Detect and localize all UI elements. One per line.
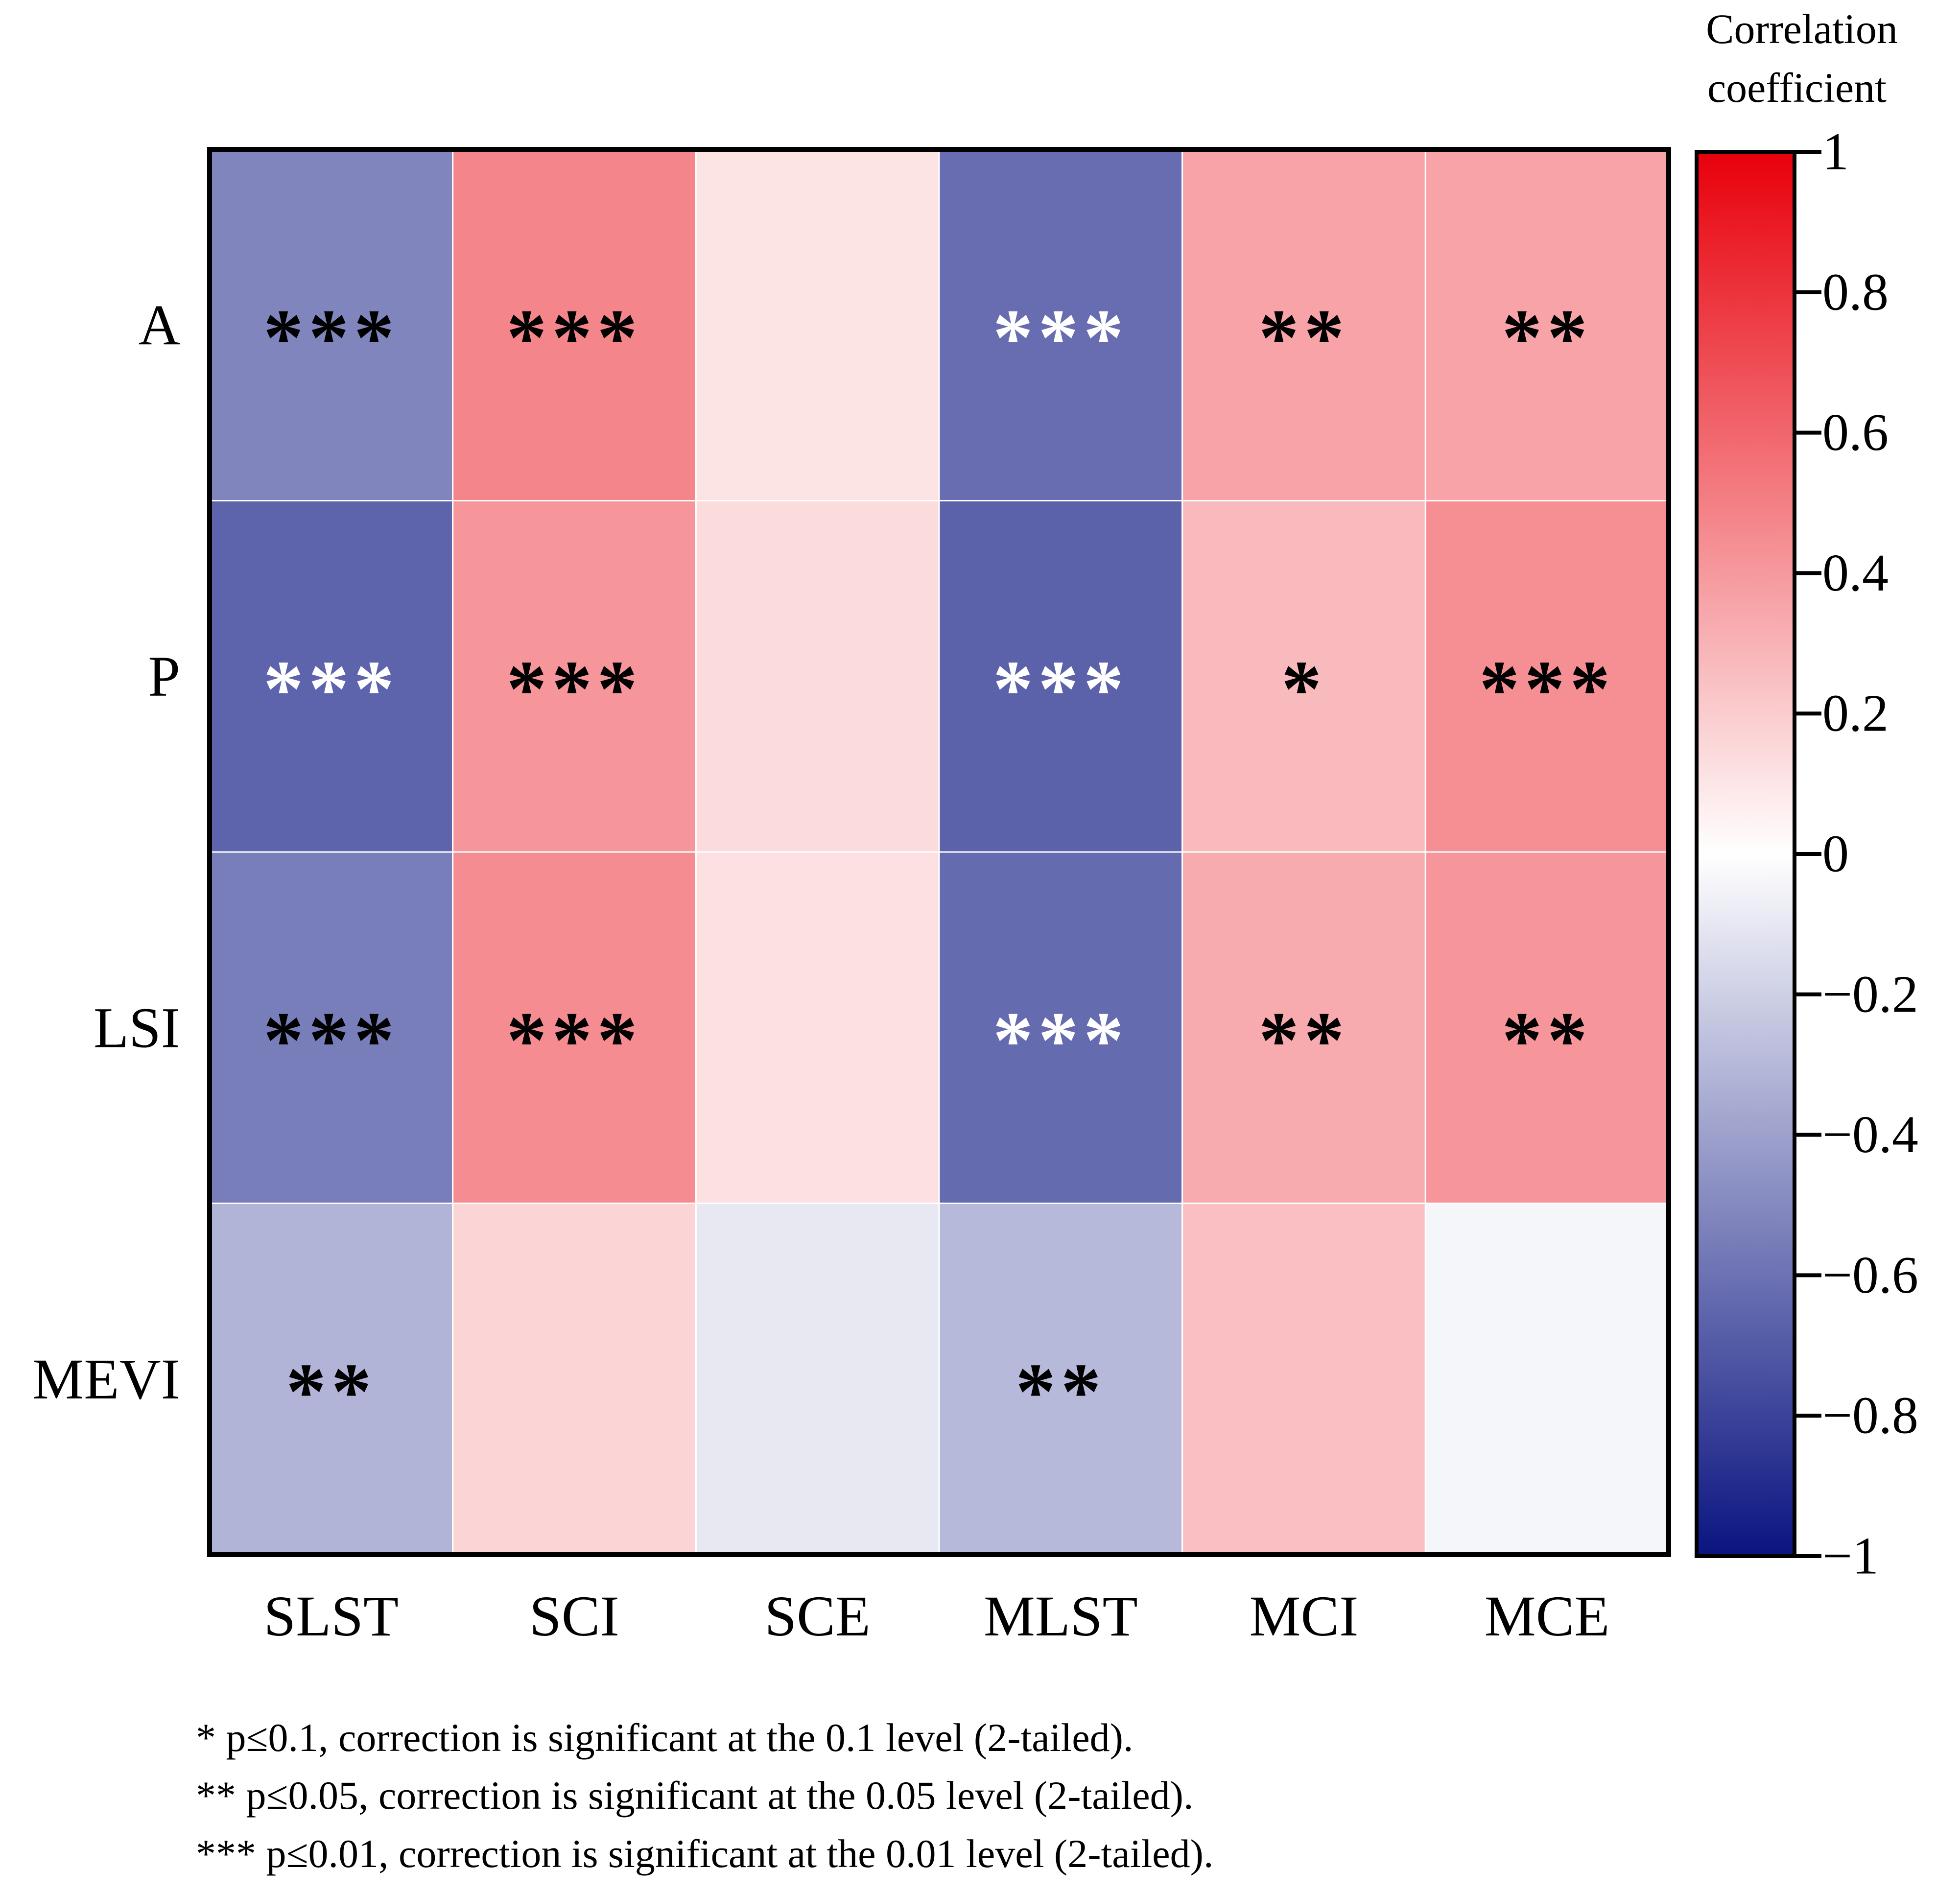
heatmap-cell-p-sci (452, 500, 697, 853)
row-label-mevi: MEVI (32, 1347, 180, 1411)
colorbar-gradient (1695, 150, 1796, 1558)
row-label-lsi: LSI (94, 995, 180, 1060)
heatmap-cell-p-slst (209, 500, 454, 853)
heatmap-cell-a-slst (209, 148, 454, 501)
significance-mark-lsi-slst: *** (263, 995, 400, 1085)
significance-mark-p-mci: * (1281, 644, 1327, 734)
significance-mark-a-sci: *** (506, 293, 642, 382)
colorbar-title-line1: Correlation (1706, 5, 1898, 52)
colorbar-tick-label: −0.2 (1822, 965, 1918, 1023)
heatmap-cell-lsi-mce (1424, 851, 1670, 1204)
significance-mark-a-mlst: *** (993, 293, 1129, 382)
significance-mark-lsi-sci: *** (506, 995, 642, 1085)
colorbar: Correlation coefficient 1 0.8 0.6 0.4 0.2 0 −0… (1695, 5, 1918, 1585)
heatmap-cell-a-mce (1424, 148, 1670, 501)
plot-frame (207, 147, 1671, 1557)
column-label-sce: SCE (764, 1584, 870, 1648)
heatmap-cell-mevi-mlst (938, 1203, 1183, 1556)
heatmap-cell-a-sci (452, 148, 697, 501)
significance-mark-p-sci: *** (506, 644, 642, 734)
row-label-p: P (148, 644, 180, 709)
significance-mark-a-slst: *** (263, 293, 400, 382)
colorbar-tick-label: −0.8 (1822, 1387, 1918, 1445)
colorbar-tick-label: −0.4 (1822, 1106, 1918, 1164)
column-label-mci: MCI (1250, 1584, 1359, 1648)
significance-mark-mevi-slst: ** (286, 1347, 377, 1436)
colorbar-tick-label: 0.6 (1822, 403, 1889, 462)
colorbar-tick-label: 0.8 (1822, 263, 1889, 321)
column-label-mce: MCE (1485, 1584, 1610, 1648)
heatmap-cell-a-mci (1181, 148, 1426, 501)
legend-note-2: ** p≤0.05, correction is significant at … (196, 1773, 1194, 1818)
column-label-mlst: MLST (984, 1584, 1138, 1648)
significance-mark-a-mce: ** (1502, 293, 1592, 382)
significance-mark-lsi-mlst: *** (993, 995, 1129, 1085)
heatmap-cell-p-sce (695, 500, 940, 853)
heatmap-cell-p-mce (1424, 500, 1670, 853)
significance-mark-mevi-mlst: ** (1015, 1347, 1106, 1436)
heatmap-cell-p-mlst (938, 500, 1183, 853)
colorbar-tick-label: 1 (1822, 123, 1849, 181)
colorbar-tick-label: 0.2 (1822, 685, 1889, 743)
significance-mark-lsi-mce: ** (1502, 995, 1592, 1085)
column-label-slst: SLST (264, 1584, 399, 1648)
colorbar-tick-label: 0.4 (1822, 544, 1889, 602)
heatmap-cells (209, 148, 1670, 1556)
significance-mark-a-mci: ** (1259, 293, 1349, 382)
row-labels: A P LSI MEVI (32, 293, 180, 1411)
heatmap-cell-mevi-sci (452, 1203, 697, 1556)
heatmap-cell-lsi-mlst (938, 851, 1183, 1204)
heatmap-cell-mevi-mce (1424, 1203, 1670, 1556)
column-label-sci: SCI (529, 1584, 619, 1648)
heatmap-cell-mevi-mci (1181, 1203, 1426, 1556)
significance-mark-p-mce: *** (1479, 644, 1615, 734)
colorbar-tick-label: 0 (1822, 825, 1849, 883)
heatmap-cell-a-sce (695, 148, 940, 501)
heatmap-cell-lsi-sce (695, 851, 940, 1204)
heatmap-cell-mevi-sce (695, 1203, 940, 1556)
significance-marks: *** *** *** ** ***** *** *** * ****** *** *** ** ***… (263, 293, 1615, 1437)
significance-mark-p-slst: *** (263, 644, 400, 734)
significance-mark-lsi-mci: ** (1259, 995, 1349, 1085)
colorbar-title-line2: coefficient (1707, 64, 1887, 111)
colorbar-tick-label: −0.6 (1822, 1246, 1918, 1304)
legend-note-3: *** p≤0.01, correction is significant at… (196, 1831, 1214, 1876)
significance-mark-p-mlst: *** (993, 644, 1129, 734)
colorbar-tick-label: −1 (1822, 1527, 1879, 1585)
column-labels: SLST SCI SCE MLST MCI MCE (264, 1584, 1610, 1648)
heatmap-cell-lsi-sci (452, 851, 697, 1204)
legend-note-1: * p≤0.1, correction is significant at th… (196, 1715, 1133, 1760)
colorbar-ticks: 1 0.8 0.6 0.4 0.2 0 −0.2 −0.4 −0.6 −0.8 −1 (1795, 123, 1918, 1585)
row-label-a: A (139, 293, 180, 357)
heatmap-cell-lsi-mci (1181, 851, 1426, 1204)
